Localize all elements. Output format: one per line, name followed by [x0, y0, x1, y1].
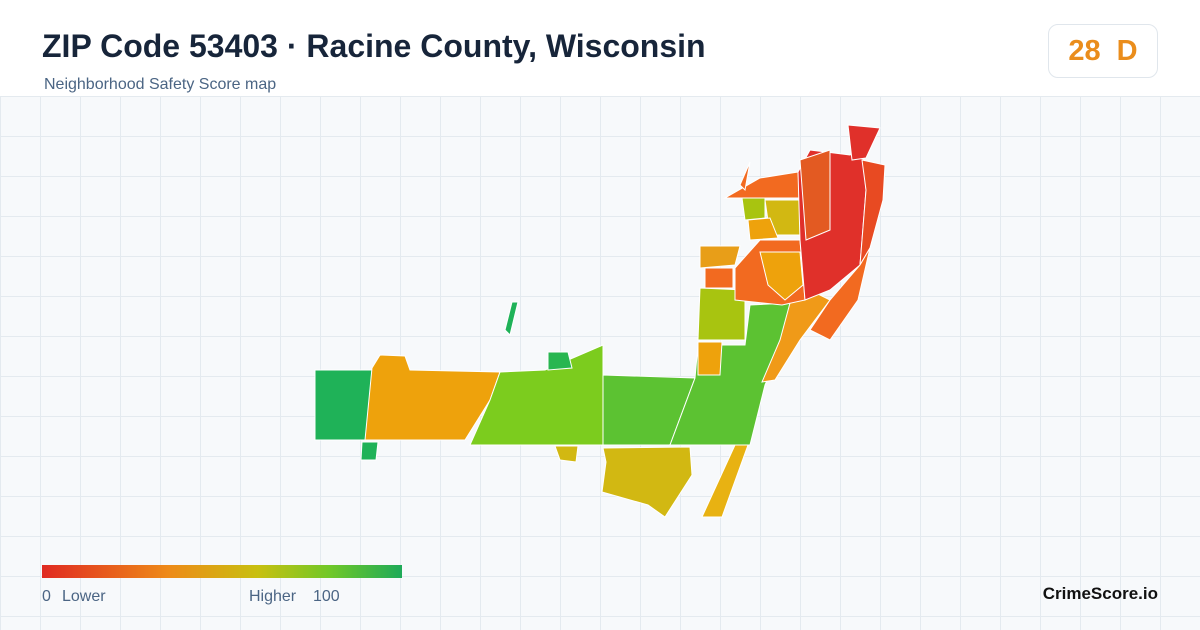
region	[809, 247, 871, 341]
region	[723, 171, 801, 199]
legend-min: 0	[42, 588, 51, 605]
region	[739, 161, 751, 192]
region	[704, 267, 734, 289]
region	[859, 159, 886, 266]
region	[554, 445, 579, 463]
legend-scale	[42, 565, 402, 578]
region	[601, 446, 693, 518]
header	[0, 0, 1200, 96]
region	[747, 217, 779, 241]
subtitle: Neighborhood Safety Score map	[44, 76, 277, 93]
score-value: 28	[1068, 34, 1101, 67]
region	[697, 341, 723, 376]
region	[314, 369, 373, 441]
region	[360, 441, 379, 461]
region	[701, 444, 749, 518]
region	[799, 149, 831, 241]
legend-max: 100	[313, 588, 340, 605]
brand: CrimeScore.io	[1042, 584, 1158, 603]
legend-max-label: Higher	[249, 588, 297, 605]
region	[759, 251, 804, 301]
region	[699, 245, 741, 269]
legend-min-label: Lower	[62, 588, 106, 605]
region	[741, 195, 766, 221]
region	[697, 287, 746, 341]
region	[504, 301, 519, 336]
title: ZIP Code 53403 · Racine County, Wisconsi…	[42, 28, 706, 64]
region	[547, 351, 573, 371]
region	[847, 124, 881, 161]
score-grade: D	[1116, 34, 1138, 67]
score-box: 28 D	[1048, 24, 1158, 78]
